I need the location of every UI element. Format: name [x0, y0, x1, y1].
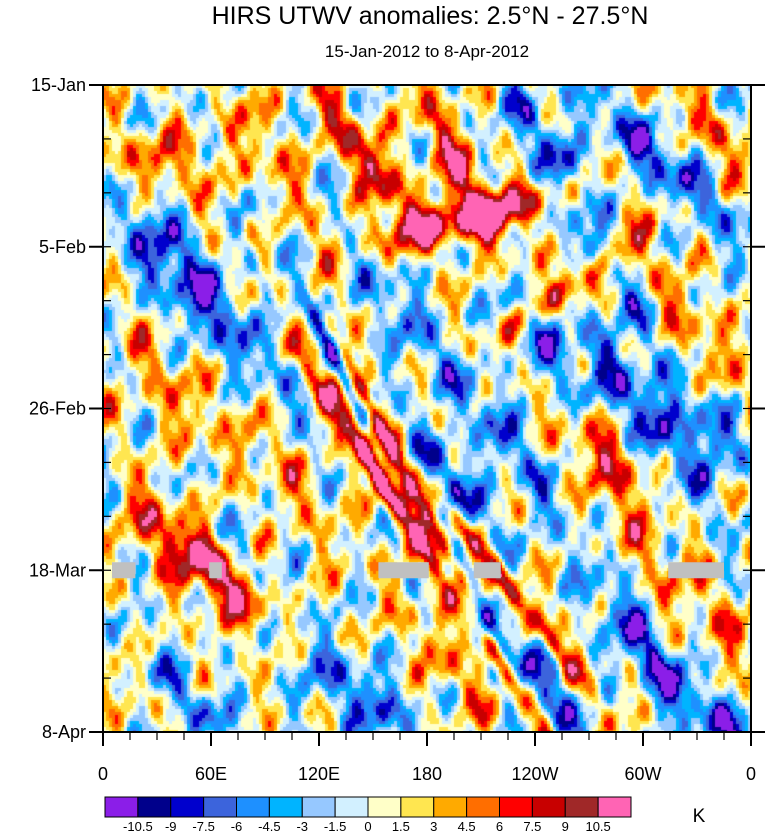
colorbar-swatch — [466, 796, 500, 818]
x-tick-label: 120E — [298, 764, 340, 784]
y-tick-label: 26-Feb — [29, 399, 86, 419]
colorbar-swatch — [170, 796, 205, 818]
x-tick-label: 0 — [746, 764, 756, 784]
colorbar-level-label: 10.5 — [585, 819, 610, 834]
colorbar-level-label: -6 — [231, 819, 243, 834]
x-axis: 0 60E 120E 180 120W 60W 0 — [98, 732, 756, 784]
colorbar-level-label: -9 — [165, 819, 177, 834]
colorbar-level-label: -10.5 — [123, 819, 153, 834]
colorbar-level-label: 1.5 — [392, 819, 410, 834]
colorbar-swatch — [564, 796, 599, 818]
colorbar-swatch — [597, 796, 632, 818]
x-tick-label: 0 — [98, 764, 108, 784]
colorbar-level-label: 0 — [364, 819, 371, 834]
x-tick-label: 60W — [624, 764, 661, 784]
colorbar-swatch — [367, 796, 402, 818]
x-tick-label: 60E — [195, 764, 227, 784]
colorbar-swatch — [334, 796, 369, 818]
x-tick-label: 180 — [412, 764, 442, 784]
colorbar: -10.5 -9 -7.5 -6 -4.5 -3 -1.5 0 1.5 3 4.5 6 7.5 9 10.5 — [104, 796, 632, 834]
missing-data-segment-0 — [112, 562, 136, 579]
colorbar-swatch — [301, 796, 336, 818]
y-tick-label: 18-Mar — [29, 560, 86, 580]
y-tick-label: 5-Feb — [39, 237, 86, 257]
colorbar-swatch — [531, 796, 566, 818]
colorbar-unit: K — [693, 806, 706, 827]
colorbar-level-label: 6 — [496, 819, 503, 834]
y-axis: 15-Jan 5-Feb 26-Feb 18-Mar 8-Apr — [29, 75, 765, 742]
x-tick-label: 120W — [511, 764, 558, 784]
y-tick-label: 15-Jan — [31, 75, 86, 95]
chart-title: HIRS UTWV anomalies: 2.5°N - 27.5°N — [212, 2, 649, 30]
colorbar-swatch — [268, 796, 303, 818]
colorbar-swatch — [236, 796, 270, 818]
colorbar-level-label: -3 — [296, 819, 308, 834]
missing-data-segment-3 — [473, 562, 501, 579]
missing-data-segment-1 — [209, 562, 222, 579]
colorbar-level-label: -1.5 — [324, 819, 346, 834]
colorbar-swatch — [400, 796, 435, 818]
heatmap-field — [103, 85, 751, 732]
colorbar-swatch — [203, 796, 237, 818]
missing-data-segment-2 — [378, 562, 429, 579]
colorbar-level-label: -4.5 — [258, 819, 280, 834]
colorbar-swatch — [104, 796, 139, 818]
colorbar-swatch — [137, 796, 172, 818]
colorbar-swatch — [433, 796, 468, 818]
chart-subtitle: 15-Jan-2012 to 8-Apr-2012 — [325, 42, 529, 61]
colorbar-level-label: 3 — [430, 819, 437, 834]
colorbar-level-label: 9 — [562, 819, 569, 834]
colorbar-level-label: 4.5 — [458, 819, 476, 834]
y-tick-label: 8-Apr — [42, 722, 86, 742]
colorbar-level-label: -7.5 — [192, 819, 214, 834]
colorbar-level-label: 7.5 — [523, 819, 541, 834]
missing-data-segment-4 — [668, 562, 724, 579]
plot-area — [102, 84, 752, 733]
colorbar-swatch — [499, 796, 533, 818]
missing-data-layer — [112, 562, 724, 579]
